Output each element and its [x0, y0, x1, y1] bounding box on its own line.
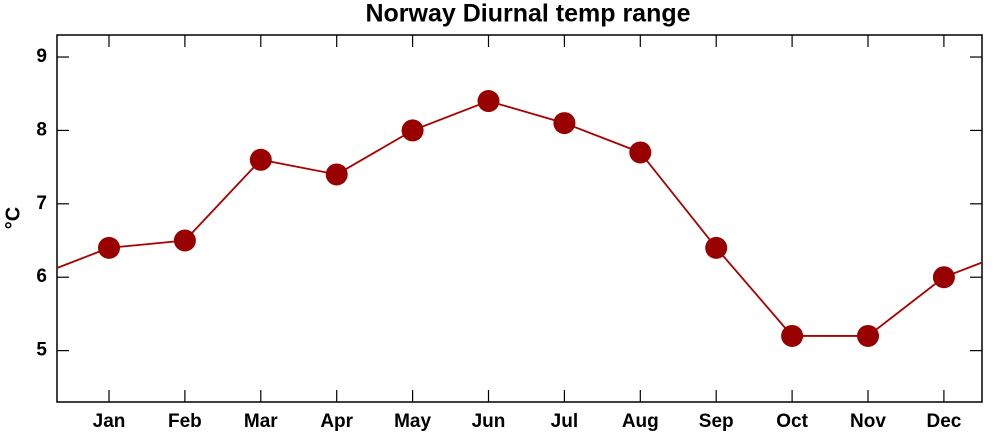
x-tick-label: Aug	[622, 411, 659, 432]
y-tick-label: 9	[36, 46, 47, 67]
chart-title: Norway Diurnal temp range	[365, 0, 690, 28]
data-point	[781, 324, 804, 347]
data-point	[249, 148, 272, 171]
data-line	[108, 100, 945, 337]
x-tick-label: Jun	[472, 411, 506, 432]
y-tick-label: 6	[36, 266, 47, 287]
x-tick-label: Dec	[926, 411, 961, 432]
data-point	[705, 236, 728, 259]
x-tick-label: Apr	[320, 411, 353, 432]
data-point	[173, 229, 196, 252]
data-point	[401, 119, 424, 142]
x-tick-label: Mar	[244, 411, 278, 432]
x-tick-label: May	[394, 411, 431, 432]
data-point	[857, 324, 879, 347]
x-tick-label: Jan	[93, 411, 126, 432]
data-point	[98, 236, 120, 259]
x-tick-label: Oct	[776, 411, 808, 432]
x-tick-label: Jul	[551, 411, 578, 432]
x-tick-label: Nov	[850, 411, 886, 432]
y-tick-label: 5	[36, 340, 47, 361]
data-point	[325, 163, 348, 186]
plot-frame	[56, 34, 983, 403]
y-tick-label: 8	[36, 119, 47, 140]
data-point	[932, 266, 955, 289]
y-axis-label: °C	[2, 207, 24, 229]
data-point	[477, 90, 500, 113]
data-point	[553, 112, 576, 135]
y-tick-label: 7	[36, 193, 47, 214]
data-point	[629, 141, 652, 164]
x-tick-label: Sep	[699, 411, 734, 432]
x-tick-label: Feb	[168, 411, 202, 432]
